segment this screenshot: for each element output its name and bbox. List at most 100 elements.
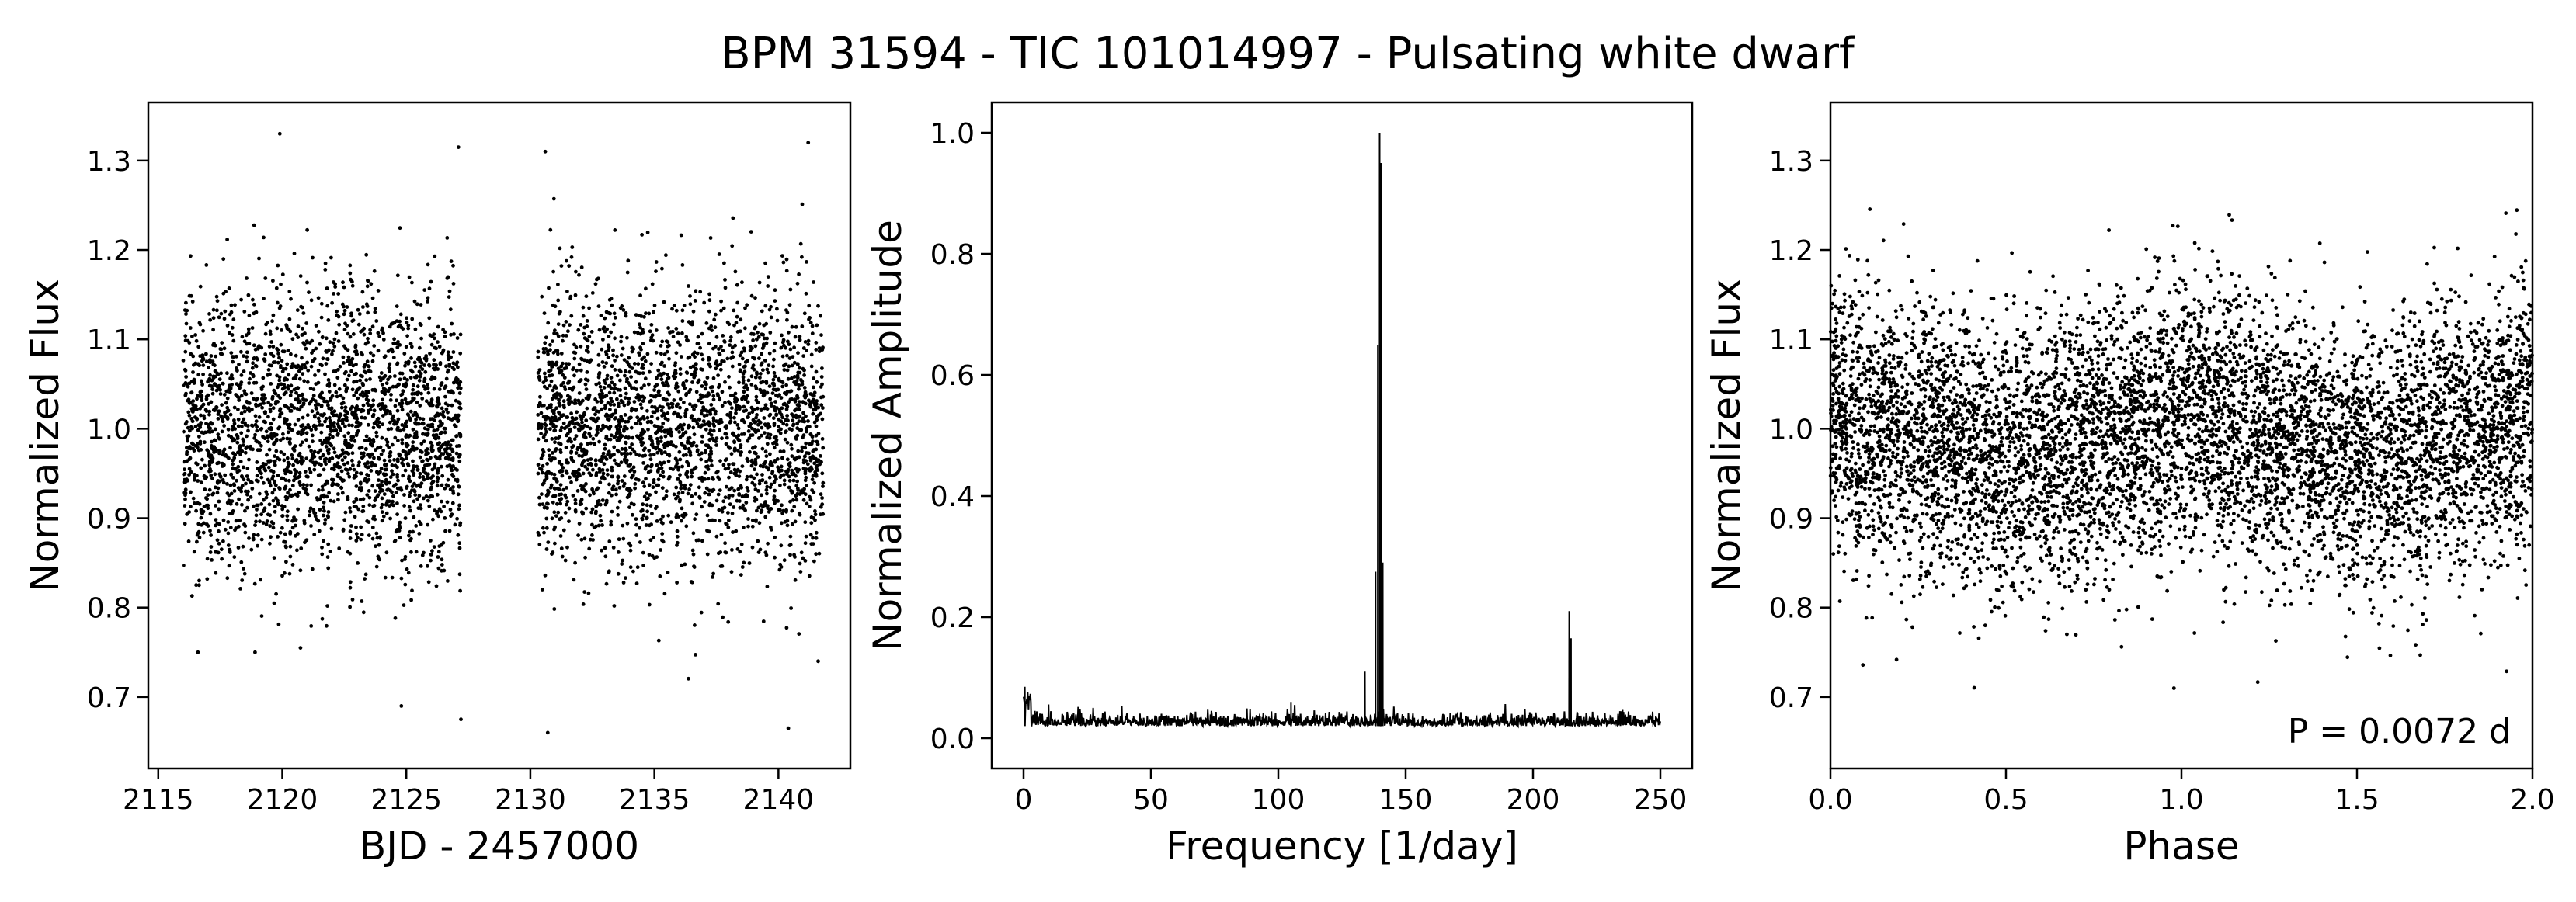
light-curve-point xyxy=(451,489,455,493)
light-curve-point xyxy=(274,286,279,290)
light-curve-point xyxy=(240,449,245,453)
light-curve-point xyxy=(268,513,273,518)
light-curve-point xyxy=(732,505,736,509)
light-curve-point xyxy=(711,376,716,380)
light-curve-point xyxy=(183,367,187,372)
light-curve-point xyxy=(648,523,652,528)
light-curve-point xyxy=(433,436,438,441)
light-curve-point xyxy=(730,364,735,369)
light-curve-point xyxy=(807,574,812,578)
light-curve-point xyxy=(411,459,415,463)
light-curve-point xyxy=(755,472,759,477)
light-curve-point xyxy=(669,433,673,438)
light-curve-point xyxy=(543,573,548,578)
light-curve-point xyxy=(700,505,704,509)
light-curve-point xyxy=(543,422,547,426)
light-curve-point xyxy=(354,349,359,353)
light-curve-point xyxy=(802,368,806,373)
light-curve-point xyxy=(750,433,755,437)
light-curve-point xyxy=(297,491,301,494)
light-curve-point xyxy=(675,529,680,533)
light-curve-point xyxy=(768,452,772,456)
light-curve-point xyxy=(574,416,579,421)
light-curve-point xyxy=(436,566,441,571)
light-curve-point xyxy=(269,432,273,436)
light-curve-point xyxy=(626,258,631,263)
light-curve-point xyxy=(331,477,335,482)
light-curve-point xyxy=(242,443,245,447)
light-curve-point xyxy=(644,477,648,481)
light-curve-point xyxy=(421,422,426,426)
light-curve-point xyxy=(666,459,671,463)
light-curve-point xyxy=(773,288,777,293)
light-curve-point xyxy=(407,474,412,479)
light-curve-point xyxy=(711,476,714,480)
light-curve-point xyxy=(778,483,782,487)
light-curve-point xyxy=(572,373,576,378)
light-curve-point xyxy=(641,366,645,370)
light-curve-point xyxy=(294,523,297,528)
light-curve-point xyxy=(443,456,448,460)
light-curve-point xyxy=(667,356,671,361)
light-curve-point xyxy=(443,447,447,452)
light-curve-point xyxy=(350,458,354,463)
light-curve-point xyxy=(370,359,375,363)
light-curve-point xyxy=(577,453,582,458)
light-curve-point xyxy=(345,324,349,328)
light-curve-point xyxy=(721,349,725,353)
light-curve-point xyxy=(569,411,573,415)
light-curve-point xyxy=(634,522,638,527)
light-curve-point xyxy=(641,399,645,403)
light-curve-point xyxy=(412,435,417,439)
light-curve-point xyxy=(804,441,808,446)
light-curve-point xyxy=(741,380,746,385)
light-curve-point xyxy=(374,319,379,323)
light-curve-point xyxy=(560,469,565,474)
light-curve-point xyxy=(611,484,616,489)
light-curve-point xyxy=(433,508,436,513)
light-curve-point xyxy=(405,378,409,382)
light-curve-point xyxy=(315,411,320,415)
light-curve-point xyxy=(753,375,758,380)
light-curve-point xyxy=(271,498,276,503)
light-curve-point xyxy=(777,425,781,429)
light-curve-point xyxy=(317,488,321,492)
light-curve-point xyxy=(660,381,665,385)
light-curve-point xyxy=(684,453,688,457)
light-curve-point xyxy=(335,461,340,465)
light-curve-point xyxy=(601,338,605,342)
light-curve-point xyxy=(648,504,653,508)
light-curve-point xyxy=(448,453,452,457)
light-curve-point xyxy=(346,331,350,336)
light-curve-point xyxy=(767,475,772,480)
light-curve-point xyxy=(429,456,433,460)
light-curve-point xyxy=(259,345,264,350)
light-curve-point xyxy=(191,496,196,501)
light-curve-point xyxy=(298,274,303,278)
light-curve-point xyxy=(596,363,601,367)
light-curve-point xyxy=(370,324,375,329)
light-curve-point xyxy=(802,311,807,316)
light-curve-point xyxy=(570,245,575,249)
light-curve-point xyxy=(557,460,561,465)
light-curve-point xyxy=(398,453,402,457)
light-curve-point xyxy=(652,453,656,456)
light-curve-point xyxy=(732,449,737,453)
light-curve-point xyxy=(567,506,572,511)
light-curve-point xyxy=(249,371,252,375)
light-curve-point xyxy=(225,238,229,241)
light-curve-point xyxy=(785,317,789,322)
light-curve-point xyxy=(422,426,427,431)
light-curve-point xyxy=(717,508,721,512)
light-curve-point xyxy=(723,278,727,282)
light-curve-point xyxy=(377,420,381,425)
light-curve-point xyxy=(277,457,282,462)
light-curve-point xyxy=(280,507,285,512)
light-curve-point xyxy=(354,532,359,536)
light-curve-point xyxy=(611,353,615,358)
light-curve-point xyxy=(419,303,423,307)
light-curve-point xyxy=(765,491,769,496)
light-curve-point xyxy=(810,477,815,482)
light-curve-point xyxy=(600,347,604,352)
light-curve-point xyxy=(784,257,789,262)
